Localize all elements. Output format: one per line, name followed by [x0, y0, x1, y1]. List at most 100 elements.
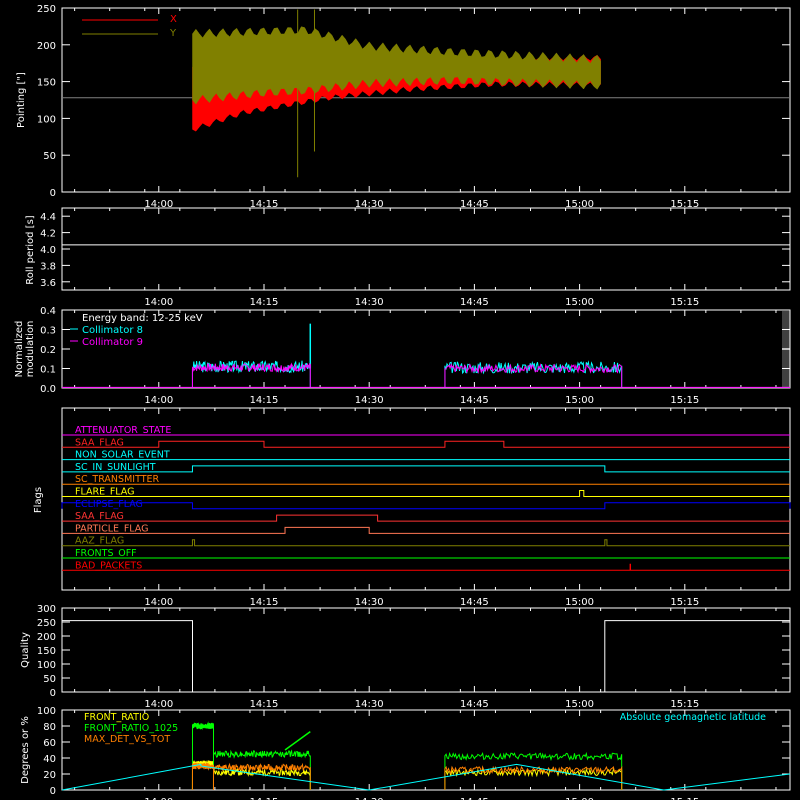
flag-line-eclipse-flag [61, 502, 791, 510]
x-tick-label: 14:00 [144, 199, 173, 210]
roll-axes: 14:00 14:15 14:30 14:45 15:00 15:15 [61, 207, 791, 308]
series-max-det-vs-tot-line [444, 765, 623, 791]
y-axis-label: Flags [33, 487, 44, 513]
flag-label: SAA_FLAG [75, 511, 124, 522]
y-tick-label: 20 [43, 770, 56, 781]
flag-label: NON_SOLAR_EVENT [75, 450, 170, 461]
x-tick-label: 15:15 [670, 395, 699, 406]
y-tick-label: 50 [43, 674, 56, 685]
legend-label-x: X [170, 14, 177, 25]
x-tick-label: 14:15 [250, 297, 279, 308]
legend-label: Collimator 9 [82, 337, 143, 348]
y-tick-label: 0.0 [40, 384, 56, 395]
series-front-ratio-1025-line [212, 749, 311, 791]
flag-label: SAA_FLAG [75, 437, 124, 448]
y-tick-label: 40 [43, 754, 56, 765]
x-tick-label: 14:15 [250, 797, 279, 800]
ratios-axes: 14:00 14:15 14:30 14:45 15:00 15:15 [61, 709, 791, 800]
x-tick-label: 14:00 [144, 297, 173, 308]
x-tick-label: 14:00 [144, 699, 173, 710]
series-front-ratio-1025-line [444, 751, 623, 791]
flag-label: SC_TRANSMITTER [75, 474, 160, 485]
y-tick-label: 60 [43, 738, 56, 749]
y-tick-label: 0 [50, 786, 56, 797]
flag-line-sc-in-sunlight [62, 465, 790, 473]
y-tick-label: 250 [37, 4, 56, 15]
flag-label: ATTENUATOR_STATE [75, 425, 171, 436]
y-tick-label: 100 [37, 114, 56, 125]
legend-label: Collimator 8 [82, 325, 143, 336]
flag-label: ECLIPSE_FLAG [75, 499, 143, 510]
x-tick-label: 14:30 [355, 297, 384, 308]
flag-line-saa-flag [62, 440, 790, 448]
x-tick-label: 14:15 [250, 597, 279, 608]
x-tick-label: 15:15 [670, 797, 699, 800]
legend-label-y: Y [169, 28, 177, 39]
y-tick-label: 0.1 [40, 365, 56, 376]
x-tick-label: 14:30 [355, 199, 384, 210]
x-tick-label: 15:00 [565, 199, 594, 210]
flag-line-aaz-flag [62, 539, 790, 547]
series-collimator9-line [191, 362, 311, 388]
y-tick-label: 300 [37, 604, 56, 615]
x-tick-label: 14:00 [144, 395, 173, 406]
flag-label: FRONTS_OFF [75, 548, 137, 559]
y-axis-label-line: Normalized [14, 321, 25, 378]
legend-label: FRONT_RATIO_1025 [84, 723, 178, 734]
series-front-ratio-1025-tail [284, 730, 311, 751]
pointing-frame [61, 7, 791, 193]
x-tick-label: 14:00 [144, 597, 173, 608]
y-tick-label: 4.0 [40, 245, 56, 256]
y-tick-label: 4.4 [40, 212, 56, 223]
flags-axes: 14:00 14:15 14:30 14:45 15:00 15:15 [61, 407, 791, 608]
flag-label: FLARE_FLAG [75, 487, 135, 498]
flag-line-bad-packets [62, 563, 790, 571]
y-tick-label: 4.2 [40, 229, 56, 240]
legend-label: Energy band: 12-25 keV [82, 313, 203, 324]
x-tick-label: 15:15 [670, 699, 699, 710]
flag-line-flare-flag [62, 490, 790, 497]
x-tick-label: 15:00 [565, 699, 594, 710]
x-tick-label: 14:30 [355, 699, 384, 710]
y-tick-label: 0.3 [40, 326, 56, 337]
pointing-axes: 14:00 14:15 14:30 14:45 15:00 15:15 [61, 7, 791, 210]
x-tick-label: 14:45 [460, 297, 489, 308]
x-tick-label: 14:30 [355, 797, 384, 800]
series-quality-line [62, 620, 790, 693]
series-front-ratio-line [212, 767, 311, 791]
y-axis-label: Quality [20, 632, 31, 668]
x-tick-label: 14:45 [460, 797, 489, 800]
series-geomagnetic-latitude [61, 763, 791, 791]
roll-frame [61, 207, 791, 291]
y-axis-label: Normalizedmodulation [14, 321, 36, 378]
x-tick-label: 14:45 [460, 199, 489, 210]
y-axis-label: Pointing ["] [16, 72, 27, 128]
x-tick-label: 14:30 [355, 395, 384, 406]
series-max-det-vs-tot-line [212, 762, 311, 791]
flag-label: AAZ_FLAG [75, 536, 124, 547]
x-tick-label: 15:15 [670, 199, 699, 210]
y-tick-label: 0 [50, 688, 56, 699]
x-tick-label: 14:00 [144, 797, 173, 800]
y-tick-label: 0 [50, 188, 56, 199]
y-tick-label: 200 [37, 632, 56, 643]
y-tick-label: 0.2 [40, 345, 56, 356]
y-tick-label: 0.4 [40, 306, 56, 317]
y-tick-label: 3.6 [40, 278, 56, 289]
x-tick-label: 14:15 [250, 395, 279, 406]
modulation-axes: 14:00 14:15 14:30 14:45 15:00 15:15 [61, 309, 791, 406]
y-tick-label: 80 [43, 722, 56, 733]
x-tick-label: 15:00 [565, 797, 594, 800]
x-tick-label: 15:15 [670, 597, 699, 608]
x-tick-label: 14:30 [355, 597, 384, 608]
flag-line-saa-flag [62, 514, 790, 522]
x-tick-label: 15:00 [565, 395, 594, 406]
x-tick-label: 14:45 [460, 597, 489, 608]
quality-axes: 14:00 14:15 14:30 14:45 15:00 15:15 [61, 607, 791, 710]
series-y-band [192, 26, 601, 105]
x-tick-label: 14:15 [250, 199, 279, 210]
x-tick-label: 15:00 [565, 597, 594, 608]
y-tick-label: 200 [37, 41, 56, 52]
